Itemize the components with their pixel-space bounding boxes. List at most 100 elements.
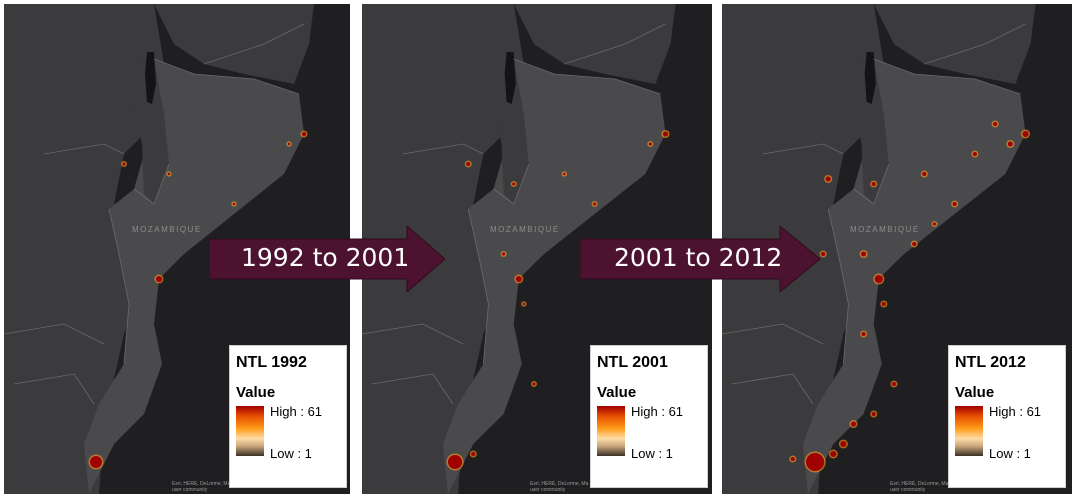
night-light	[790, 457, 795, 461]
admin-border	[13, 373, 95, 405]
legend-low: Low : 1	[989, 446, 1031, 461]
night-light	[466, 162, 471, 166]
admin-border	[924, 23, 1026, 65]
admin-border	[513, 58, 661, 95]
admin-border	[108, 208, 130, 365]
night-light	[825, 176, 831, 182]
admin-border	[402, 143, 484, 155]
legend-value-label: Value	[597, 384, 637, 401]
legend-high: High : 61	[989, 404, 1042, 419]
arrow-right-icon	[579, 224, 821, 294]
map-attribution: Esri, HERE, DeLorme, Ma user community	[530, 481, 589, 493]
admin-border	[4, 323, 105, 345]
admin-border	[732, 373, 814, 405]
admin-border	[467, 208, 489, 365]
malawi	[493, 59, 529, 204]
night-light	[840, 441, 847, 447]
night-light	[90, 456, 102, 468]
night-light	[287, 142, 291, 146]
country-label: MOZAMBIQUE	[132, 225, 202, 234]
night-light	[522, 302, 526, 306]
night-light	[821, 252, 826, 256]
legend-color-ramp	[955, 406, 983, 456]
night-light	[850, 421, 857, 427]
admin-border	[827, 208, 849, 365]
legend-high: High : 61	[270, 404, 323, 419]
night-light	[871, 182, 876, 186]
night-light	[912, 242, 917, 246]
admin-border	[762, 143, 844, 155]
night-light	[922, 172, 927, 176]
admin-border	[153, 58, 300, 95]
admin-border	[722, 323, 824, 345]
admin-border	[493, 163, 530, 205]
land-north	[442, 4, 676, 84]
legend-color-ramp	[597, 406, 625, 456]
land-north	[802, 4, 1036, 84]
admin-border	[372, 373, 454, 405]
arrow-label: 2001 to 2012	[614, 243, 783, 272]
admin-border	[564, 23, 666, 65]
country-label: MOZAMBIQUE	[850, 225, 920, 234]
legend-high: High : 61	[631, 404, 684, 419]
legend-low: Low : 1	[631, 446, 673, 461]
night-light	[512, 182, 516, 186]
legend-color-ramp	[236, 406, 264, 456]
arrow-2001-to-2012: 2001 to 2012	[579, 224, 821, 294]
admin-border	[203, 23, 305, 65]
night-light	[830, 451, 837, 457]
land-west	[362, 4, 524, 494]
night-light	[593, 202, 597, 206]
night-light	[891, 382, 896, 386]
night-light	[471, 452, 476, 456]
night-light	[648, 142, 652, 146]
legend-2012: NTL 2012 Value High : 61 Low : 1	[948, 345, 1066, 488]
legend-title: NTL 2001	[597, 354, 668, 371]
legend-title: NTL 2012	[955, 354, 1026, 371]
mozambique	[84, 59, 304, 494]
night-light	[232, 202, 236, 206]
legend-1992: NTL 1992 Value High : 61 Low : 1	[229, 345, 347, 488]
night-light	[881, 302, 886, 306]
night-light	[167, 172, 171, 176]
night-light	[861, 332, 866, 336]
night-light	[874, 275, 883, 283]
night-light	[447, 455, 463, 469]
legend-low: Low : 1	[270, 446, 312, 461]
arrow-right-icon	[208, 224, 446, 294]
night-light	[805, 453, 825, 471]
admin-border	[43, 143, 125, 155]
admin-border	[873, 58, 1021, 95]
night-light	[1022, 131, 1029, 137]
admin-border	[853, 163, 890, 205]
admin-border	[133, 163, 170, 205]
land-north	[84, 4, 314, 84]
night-light	[871, 412, 876, 416]
land-west	[4, 4, 164, 494]
night-light	[156, 276, 162, 282]
lake-malawi	[145, 52, 156, 104]
night-light	[532, 382, 536, 386]
night-light	[952, 202, 957, 206]
lake-malawi	[504, 52, 516, 104]
night-light	[515, 276, 522, 282]
legend-value-label: Value	[236, 384, 276, 401]
mozambique	[442, 59, 666, 494]
legend-value-label: Value	[955, 384, 995, 401]
admin-border	[362, 323, 464, 345]
arrow-1992-to-2001: 1992 to 2001	[208, 224, 446, 294]
legend-2001: NTL 2001 Value High : 61 Low : 1	[590, 345, 708, 488]
night-light	[122, 162, 126, 166]
legend-title: NTL 1992	[236, 354, 307, 371]
map-panel-1992: MOZAMBIQUE Esri, HERE, DeLorme, Ma user …	[4, 4, 350, 494]
arrow-label: 1992 to 2001	[241, 243, 410, 272]
night-light	[563, 172, 566, 176]
country-label: MOZAMBIQUE	[490, 225, 560, 234]
mozambique	[802, 59, 1026, 494]
malawi	[853, 59, 889, 204]
map-attribution: Esri, HERE, DeLorme, Ma user community	[890, 481, 949, 493]
night-light	[1007, 141, 1013, 147]
night-light	[932, 222, 936, 226]
night-light	[502, 252, 506, 256]
map-panel-2001: MOZAMBIQUE Esri, HERE, DeLorme, Ma user …	[362, 4, 712, 494]
